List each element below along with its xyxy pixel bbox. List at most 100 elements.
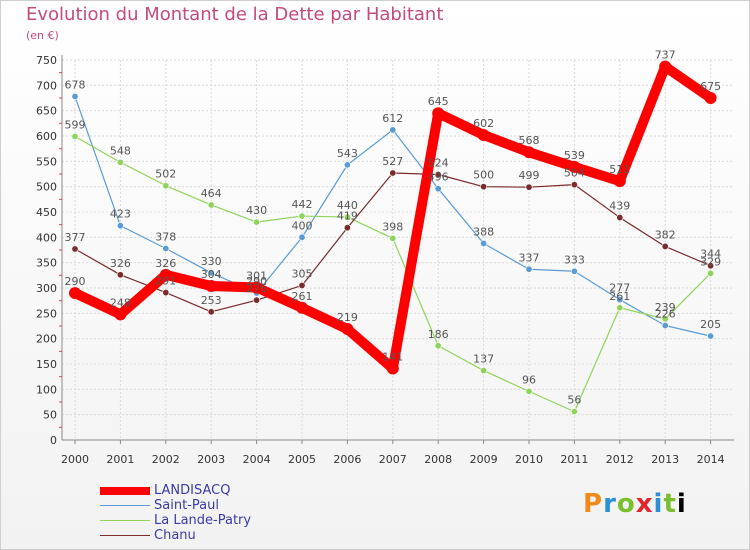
data-label: 602 bbox=[473, 117, 494, 130]
y-tick-label: 200 bbox=[36, 333, 57, 346]
data-label: 290 bbox=[65, 275, 86, 288]
data-label: 645 bbox=[428, 95, 449, 108]
data-point bbox=[434, 185, 442, 193]
data-label: 304 bbox=[201, 268, 222, 281]
y-tick-label: 100 bbox=[36, 383, 57, 396]
data-point bbox=[568, 160, 581, 173]
data-label: 568 bbox=[519, 134, 540, 147]
data-label: 464 bbox=[201, 187, 222, 200]
data-label: 253 bbox=[201, 294, 222, 307]
data-label: 378 bbox=[155, 230, 176, 243]
data-label: 141 bbox=[382, 351, 403, 364]
y-tick-label: 250 bbox=[36, 307, 57, 320]
data-point bbox=[205, 279, 218, 292]
data-point bbox=[616, 304, 624, 312]
data-point bbox=[162, 289, 170, 297]
data-label: 290 bbox=[246, 275, 267, 288]
data-label: 219 bbox=[337, 311, 358, 324]
x-tick-label: 2003 bbox=[197, 453, 225, 466]
data-label: 400 bbox=[292, 219, 313, 232]
x-tick-label: 2011 bbox=[560, 453, 588, 466]
data-point bbox=[253, 218, 261, 226]
y-tick-label: 600 bbox=[36, 130, 57, 143]
data-point bbox=[434, 342, 442, 350]
data-point bbox=[69, 287, 81, 300]
data-label: 423 bbox=[110, 208, 131, 221]
x-tick-label: 2009 bbox=[470, 453, 498, 466]
data-label: 239 bbox=[655, 301, 676, 314]
data-point bbox=[159, 268, 172, 281]
y-tick-label: 400 bbox=[36, 231, 57, 244]
data-label: 326 bbox=[155, 257, 176, 270]
y-tick-label: 50 bbox=[43, 409, 57, 422]
data-label: 261 bbox=[292, 290, 313, 303]
data-point bbox=[341, 323, 354, 336]
data-label: 388 bbox=[473, 225, 494, 238]
data-label: 502 bbox=[155, 168, 176, 181]
data-label: 599 bbox=[65, 119, 86, 132]
legend-swatch bbox=[100, 535, 150, 536]
data-point bbox=[707, 262, 715, 270]
chart-subtitle: (en €) bbox=[26, 29, 59, 42]
data-point bbox=[661, 321, 669, 329]
data-label: 291 bbox=[155, 275, 176, 288]
data-label: 419 bbox=[337, 210, 358, 223]
data-point bbox=[389, 169, 397, 177]
data-label: 511 bbox=[609, 163, 630, 176]
legend-swatch bbox=[100, 505, 150, 506]
y-tick-label: 550 bbox=[36, 155, 57, 168]
x-tick-label: 2005 bbox=[288, 453, 316, 466]
data-point bbox=[659, 60, 672, 73]
data-point bbox=[523, 146, 535, 159]
data-label: 430 bbox=[246, 204, 267, 217]
data-label: 377 bbox=[65, 231, 86, 244]
data-label: 524 bbox=[428, 157, 449, 170]
x-tick-label: 2013 bbox=[651, 453, 679, 466]
data-label: 504 bbox=[564, 167, 585, 180]
y-tick-label: 150 bbox=[36, 358, 57, 371]
x-tick-label: 2010 bbox=[515, 453, 543, 466]
data-point bbox=[480, 367, 488, 375]
data-label: 96 bbox=[522, 373, 536, 386]
legend-label: Saint-Paul bbox=[154, 498, 219, 513]
x-tick-label: 2007 bbox=[379, 453, 407, 466]
data-point bbox=[71, 133, 79, 141]
data-point bbox=[162, 182, 170, 190]
data-point bbox=[525, 183, 533, 191]
data-label: 226 bbox=[655, 307, 676, 320]
data-label: 675 bbox=[700, 80, 721, 93]
data-label: 205 bbox=[700, 318, 721, 331]
data-point bbox=[525, 265, 533, 273]
data-point bbox=[613, 175, 626, 188]
data-point bbox=[434, 171, 442, 179]
data-label: 326 bbox=[110, 257, 131, 270]
data-point bbox=[477, 128, 490, 141]
legend-label: Chanu bbox=[154, 528, 196, 543]
data-point bbox=[480, 239, 488, 247]
data-label: 277 bbox=[609, 282, 630, 295]
legend-label: La Lande-Patry bbox=[154, 513, 252, 528]
data-label: 382 bbox=[655, 228, 676, 241]
data-label: 301 bbox=[246, 269, 267, 282]
legend-swatch bbox=[100, 487, 150, 495]
data-label: 305 bbox=[292, 267, 313, 280]
y-tick-label: 0 bbox=[50, 434, 57, 447]
x-tick-label: 2004 bbox=[243, 453, 271, 466]
data-label: 442 bbox=[292, 198, 313, 211]
data-label: 678 bbox=[65, 78, 86, 91]
data-point bbox=[253, 296, 261, 304]
data-point bbox=[298, 212, 306, 220]
x-tick-label: 2008 bbox=[424, 453, 452, 466]
data-label: 398 bbox=[382, 220, 403, 233]
data-point bbox=[207, 201, 215, 209]
data-point bbox=[207, 308, 215, 316]
y-tick-label: 350 bbox=[36, 257, 57, 270]
data-point bbox=[386, 362, 399, 375]
data-point bbox=[116, 158, 124, 166]
data-point bbox=[207, 269, 215, 277]
data-label: 612 bbox=[382, 112, 403, 125]
data-label: 527 bbox=[382, 155, 403, 168]
data-point bbox=[343, 213, 351, 221]
